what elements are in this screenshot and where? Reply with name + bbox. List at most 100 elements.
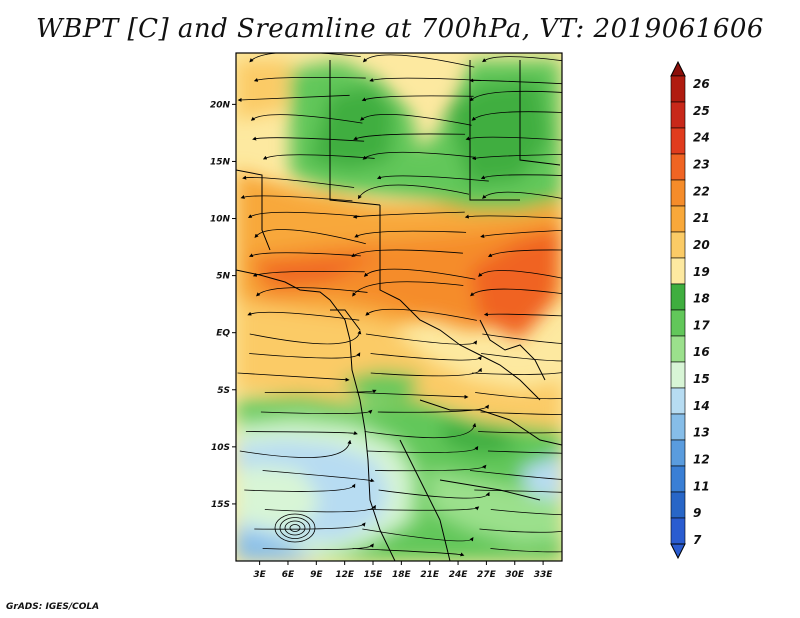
streamline: [244, 483, 356, 492]
lon-tick-label: 24E: [449, 570, 469, 580]
vortex-ring: [279, 517, 311, 539]
streamline: [250, 114, 363, 124]
streamline: [367, 506, 480, 511]
streamline: [362, 151, 475, 160]
colorbar-label: 7: [693, 533, 702, 547]
colorbar-label: 20: [693, 238, 710, 252]
streamline: [352, 281, 464, 297]
streamline: [256, 287, 368, 297]
colorbar-bottom-arrow: [670, 543, 686, 560]
streamline: [242, 175, 355, 188]
colorbar-segment: [670, 309, 686, 337]
longitude-axis: 3E 6E 9E 12E 15E 18E 21E 24E 27E 30E 33E: [253, 561, 553, 580]
streamline: [354, 230, 467, 238]
streamline: [361, 95, 474, 102]
colorbar-label: 25: [693, 104, 710, 118]
streamline: [370, 353, 482, 361]
colorbar-label: 24: [693, 131, 710, 145]
streamline: [245, 431, 358, 435]
streamline: [471, 154, 562, 161]
streamline: [465, 136, 562, 141]
streamline: [487, 249, 562, 257]
streamline: [356, 392, 469, 399]
lat-tick-label: 10S: [211, 443, 230, 453]
streamline: [247, 211, 360, 219]
colorbar-segment: [670, 179, 686, 207]
colorbar-segment: [670, 335, 686, 363]
streamline: [363, 268, 476, 280]
colorbar-segment: [670, 413, 686, 441]
streamline: [482, 333, 562, 344]
colorbar-label: 16: [693, 345, 710, 359]
colorbar-segment: [670, 361, 686, 389]
streamline: [262, 470, 375, 483]
streamline: [262, 543, 374, 550]
streamline: [478, 270, 562, 279]
streamline: [352, 211, 465, 219]
streamline: [240, 195, 353, 202]
streamline: [249, 330, 362, 345]
lon-tick-label: 3E: [253, 570, 266, 580]
streamline: [378, 489, 490, 499]
streamline: [370, 367, 482, 377]
colorbar-segment: [670, 205, 686, 233]
streamline: [487, 450, 562, 454]
streamline: [471, 372, 562, 375]
colorbar-segment: [670, 75, 686, 103]
streamline: [260, 409, 373, 415]
lat-tick-label: 20N: [210, 100, 231, 110]
streamline: [369, 77, 482, 82]
lat-tick-label: EQ: [216, 329, 230, 339]
streamline: [365, 333, 478, 345]
streamline: [482, 56, 562, 63]
colorbar-label: 18: [693, 292, 710, 306]
colorbar-label: 11: [693, 479, 710, 493]
streamline: [471, 111, 562, 121]
streamline: [252, 136, 365, 142]
colorbar-label: 13: [693, 426, 710, 440]
colorbar-label: 15: [693, 372, 710, 386]
colorbar-label: 17: [693, 318, 710, 332]
streamline: [249, 352, 361, 359]
lon-tick-label: 30E: [505, 570, 525, 580]
streamline: [352, 548, 465, 557]
colorbar-segment: [670, 101, 686, 129]
colorbar-label: 26: [693, 77, 710, 91]
lon-tick-label: 27E: [477, 570, 497, 580]
streamline: [237, 372, 350, 382]
colorbar-label: 19: [693, 265, 710, 279]
streamline: [480, 174, 562, 180]
lon-tick-label: 18E: [392, 570, 412, 580]
streamline: [254, 229, 366, 245]
colorbar-segment: [670, 491, 686, 519]
vortex-ring: [274, 513, 316, 543]
streamline: [351, 249, 463, 258]
streamline: [249, 53, 361, 63]
colorbar-top-arrow: [670, 60, 686, 77]
colorbar-segment: [670, 387, 686, 415]
lon-tick-label: 9E: [310, 570, 323, 580]
streamline: [483, 312, 562, 317]
streamline: [353, 133, 466, 141]
streamline: [247, 311, 360, 321]
streamline: [264, 389, 377, 394]
chart-title: WBPT [C] and Sreamline at 700hPa, VT: 20…: [36, 14, 764, 44]
colorbar-segment: [670, 257, 686, 285]
colorbar-label: 21: [693, 211, 710, 225]
streamline: [480, 229, 562, 239]
streamline: [474, 489, 562, 493]
streamline: [364, 422, 477, 439]
colorbar-label: 22: [693, 184, 710, 198]
colorbar: 26 25 24 23 22 21 20 19 18 17 16 15 14 13 12 11 9 7: [670, 60, 710, 560]
colorbar-segment: [670, 439, 686, 467]
streamline: [478, 431, 562, 434]
streamline: [262, 154, 375, 160]
streamline: [239, 439, 352, 458]
colorbar-label: 23: [693, 157, 710, 171]
vortex-ring: [284, 520, 306, 536]
streamline: [479, 528, 562, 533]
wbpt-field: [236, 53, 562, 561]
streamline: [480, 411, 562, 415]
streamline: [377, 404, 489, 413]
